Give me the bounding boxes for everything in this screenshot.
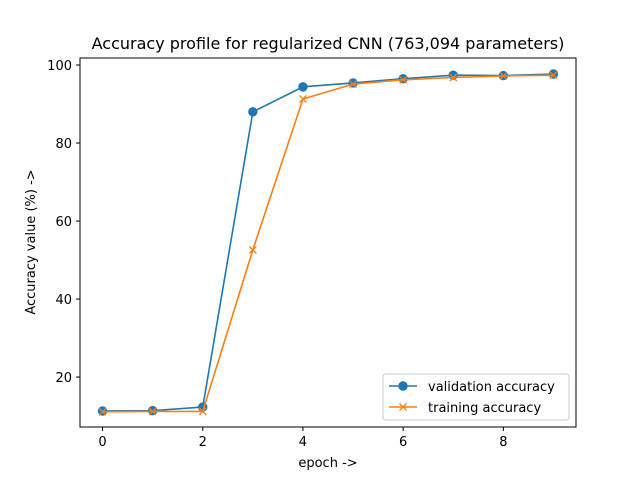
series-line bbox=[102, 73, 554, 412]
data-point-stroke bbox=[198, 407, 207, 416]
data-point-stroke bbox=[98, 407, 107, 416]
data-point-stroke bbox=[399, 75, 408, 84]
data-point bbox=[349, 80, 358, 89]
series-x bbox=[98, 71, 558, 416]
data-point bbox=[549, 71, 558, 80]
data-point-stroke bbox=[399, 403, 407, 411]
data-point-stroke bbox=[349, 80, 358, 89]
legend-entry: training accuracy bbox=[389, 401, 541, 416]
legend-label: training accuracy bbox=[428, 401, 541, 416]
data-point bbox=[399, 75, 408, 84]
data-point-stroke bbox=[499, 71, 508, 80]
x-tick-label: 6 bbox=[399, 435, 407, 450]
data-point bbox=[98, 407, 107, 416]
y-tick-label: 20 bbox=[55, 371, 72, 386]
data-point bbox=[398, 381, 408, 391]
x-tick-label: 8 bbox=[499, 435, 507, 450]
data-point bbox=[298, 94, 307, 103]
plot-area bbox=[97, 69, 559, 416]
y-tick-label: 100 bbox=[47, 59, 72, 74]
axis-ticks: 0 2 4 6 8 20 40 60 80 100 bbox=[47, 59, 507, 450]
data-point bbox=[248, 107, 258, 117]
x-axis-label: epoch -> bbox=[298, 456, 357, 471]
data-point-stroke bbox=[298, 94, 307, 103]
y-tick-label: 60 bbox=[55, 215, 72, 230]
data-point bbox=[298, 82, 308, 92]
data-point bbox=[499, 71, 508, 80]
data-point bbox=[399, 403, 407, 411]
plot-frame bbox=[79, 57, 577, 428]
data-point bbox=[348, 78, 358, 88]
data-point-stroke bbox=[449, 73, 458, 82]
data-point bbox=[198, 407, 207, 416]
x-tick-label: 4 bbox=[299, 435, 307, 450]
data-point-stroke bbox=[549, 71, 558, 80]
x-tick-label: 0 bbox=[98, 435, 106, 450]
data-point bbox=[148, 407, 157, 416]
data-point-stroke bbox=[148, 407, 157, 416]
y-axis-label: Accuracy value (%) -> bbox=[24, 169, 39, 314]
legend: validation accuracy training accuracy bbox=[382, 373, 570, 421]
legend-entry: validation accuracy bbox=[389, 380, 555, 395]
data-point-stroke bbox=[248, 245, 257, 254]
legend-label: validation accuracy bbox=[428, 380, 555, 395]
data-point bbox=[548, 69, 559, 79]
chart-title: Accuracy profile for regularized CNN (76… bbox=[92, 34, 565, 53]
data-point bbox=[449, 73, 458, 82]
legend-box bbox=[382, 373, 570, 421]
y-tick-label: 80 bbox=[55, 137, 72, 152]
x-tick-label: 2 bbox=[199, 435, 207, 450]
data-point bbox=[248, 245, 257, 254]
y-tick-label: 40 bbox=[55, 293, 72, 308]
series-line bbox=[102, 74, 554, 413]
data-point bbox=[398, 73, 408, 84]
